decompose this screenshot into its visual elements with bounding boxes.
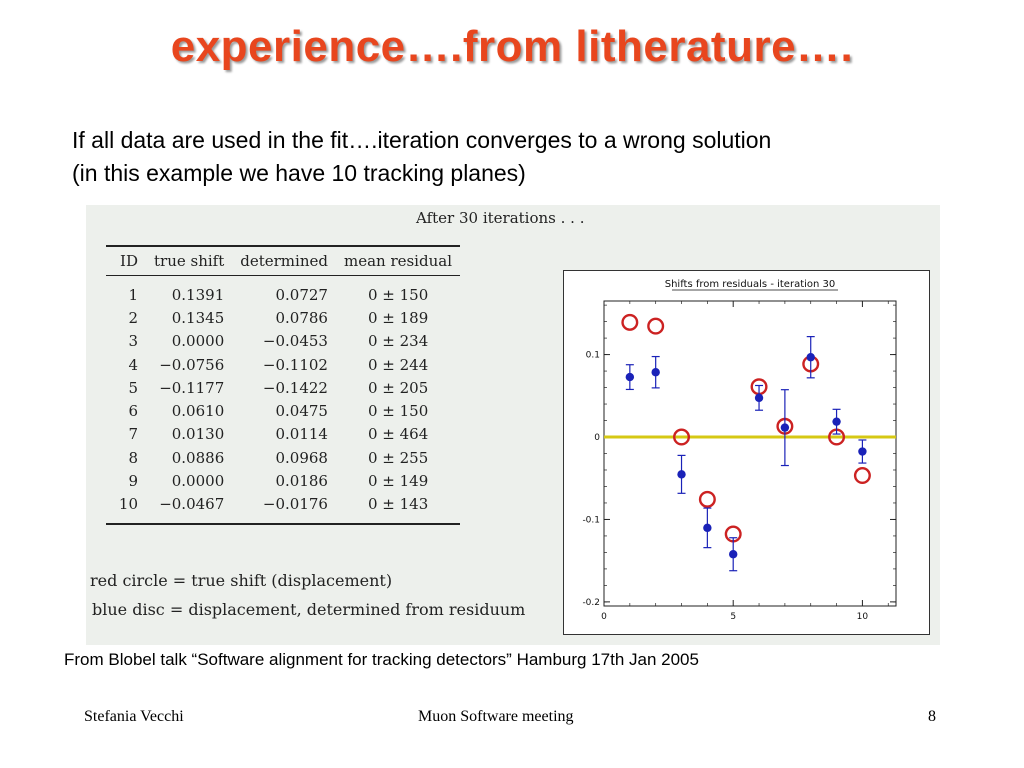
determined-point [858, 447, 867, 456]
true-shift-point [673, 428, 691, 446]
cell-id: 9 [128, 472, 138, 491]
cell-mean-residual: 0 ± 149 [367, 472, 429, 491]
cell-true-shift: 0.0130 [171, 425, 225, 444]
determined-point [754, 393, 764, 403]
cell-true-shift: −0.1177 [159, 378, 225, 397]
y-tick-label: -0.2 [582, 598, 600, 608]
cell-determined: 0.0114 [275, 425, 328, 444]
intro-text: If all data are used in the fit….iterati… [72, 124, 771, 190]
cell-true-shift: 0.0610 [171, 402, 225, 421]
cell-id: 2 [128, 308, 138, 327]
determined-point [729, 550, 738, 559]
cell-mean-residual: 0 ± 150 [367, 285, 429, 304]
true-shift-point [621, 313, 639, 331]
cell-id: 8 [128, 448, 138, 467]
cell-determined: 0.0727 [275, 285, 328, 304]
cell-id: 3 [128, 332, 138, 351]
table-row: 6 0.0610 0.0475 0 ± 150 [106, 399, 460, 422]
y-tick-label: -0.1 [582, 515, 600, 525]
cell-mean-residual: 0 ± 143 [367, 495, 429, 514]
cell-true-shift: 0.1391 [171, 285, 225, 304]
x-tick-label: 0 [601, 612, 607, 622]
column-header-id: ID [106, 246, 146, 276]
cell-mean-residual: 0 ± 234 [367, 332, 429, 351]
table-row: 8 0.0886 0.0968 0 ± 255 [106, 446, 460, 469]
cell-id: 10 [118, 495, 138, 514]
table-row: 10 −0.0467 −0.0176 0 ± 143 [106, 493, 460, 524]
column-header-mean-residual: mean residual [335, 246, 460, 276]
cell-determined: −0.1102 [262, 355, 328, 374]
cell-id: 4 [128, 355, 138, 374]
residual-plot: Shifts from residuals - iteration 30 0.1 0… [563, 270, 930, 635]
cell-mean-residual: 0 ± 464 [367, 425, 429, 444]
chart-title: Shifts from residuals - iteration 30 [665, 279, 836, 290]
cell-determined: 0.0475 [275, 402, 328, 421]
cell-true-shift: 0.0000 [171, 332, 225, 351]
column-header-determined: determined [232, 246, 336, 276]
cell-determined: 0.0186 [275, 472, 328, 491]
table-row: 4 −0.0756 −0.1102 0 ± 244 [106, 353, 460, 376]
x-tick-label: 10 [857, 612, 869, 622]
footer-author: Stefania Vecchi [84, 708, 184, 725]
determined-point [625, 372, 635, 382]
cell-true-shift: −0.0467 [159, 495, 225, 514]
x-tick-label: 5 [730, 612, 736, 622]
residual-plot-svg: Shifts from residuals - iteration 30 0.1 0… [582, 279, 897, 622]
plot-frame [603, 300, 897, 607]
source-citation: From Blobel talk “Software alignment for… [64, 650, 699, 669]
cell-mean-residual: 0 ± 150 [367, 402, 429, 421]
cell-mean-residual: 0 ± 255 [367, 448, 429, 467]
cell-determined: 0.0786 [275, 308, 328, 327]
cell-determined: −0.1422 [262, 378, 328, 397]
figure-panel: After 30 iterations . . . ID true shift … [86, 205, 940, 645]
determined-point [780, 423, 790, 432]
determined-point [806, 353, 815, 362]
cell-determined: 0.0968 [275, 448, 328, 467]
determined-point [677, 470, 686, 479]
intro-line-1: If all data are used in the fit….iterati… [72, 127, 772, 153]
cell-mean-residual: 0 ± 244 [367, 355, 429, 374]
cell-determined: −0.0453 [262, 332, 328, 351]
y-tick-label: 0 [594, 433, 600, 443]
cell-id: 7 [128, 425, 138, 444]
table-header-row: ID true shift determined mean residual [106, 246, 460, 276]
slide-title: experience….from litherature…. [170, 22, 854, 71]
alignment-table: ID true shift determined mean residual 1… [106, 245, 460, 525]
table-row: 5 −0.1177 −0.1422 0 ± 205 [106, 376, 460, 399]
cell-id: 6 [128, 402, 138, 421]
table-row: 2 0.1345 0.0786 0 ± 189 [106, 306, 460, 329]
true-shift-point [853, 467, 871, 485]
cell-true-shift: 0.0886 [171, 448, 225, 467]
legend-red-circle: red circle = true shift (displacement) [90, 571, 393, 590]
footer-meeting: Muon Software meeting [418, 708, 574, 725]
table-row: 1 0.1391 0.0727 0 ± 150 [106, 276, 460, 307]
cell-true-shift: 0.1345 [171, 308, 225, 327]
cell-determined: −0.0176 [262, 495, 328, 514]
determined-point [651, 368, 660, 377]
cell-true-shift: 0.0000 [171, 472, 225, 491]
footer-page-number: 8 [928, 708, 936, 725]
determined-point [703, 523, 712, 533]
cell-id: 1 [128, 285, 138, 304]
legend-blue-disc: blue disc = displacement, determined fro… [92, 600, 526, 619]
column-header-true-shift: true shift [146, 246, 233, 276]
figure-heading: After 30 iterations . . . [416, 209, 585, 227]
table-row: 7 0.0130 0.0114 0 ± 464 [106, 423, 460, 446]
cell-mean-residual: 0 ± 189 [367, 308, 429, 327]
table-row: 3 0.0000 −0.0453 0 ± 234 [106, 330, 460, 353]
table-row: 9 0.0000 0.0186 0 ± 149 [106, 469, 460, 492]
determined-point [832, 417, 841, 426]
true-shift-point [698, 490, 716, 508]
intro-line-2: (in this example we have 10 tracking pla… [72, 160, 526, 186]
true-shift-point [647, 317, 665, 335]
y-tick-label: 0.1 [586, 351, 600, 361]
cell-true-shift: −0.0756 [159, 355, 225, 374]
cell-id: 5 [128, 378, 138, 397]
table-body: 1 0.1391 0.0727 0 ± 150 2 0.1345 0.0786 0 ± 189… [106, 276, 460, 524]
cell-mean-residual: 0 ± 205 [367, 378, 429, 397]
